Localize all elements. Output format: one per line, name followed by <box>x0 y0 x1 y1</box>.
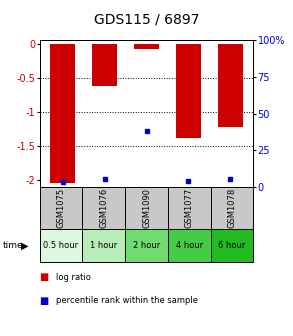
Text: GSM1090: GSM1090 <box>142 188 151 228</box>
Text: log ratio: log ratio <box>56 273 91 282</box>
Bar <box>218 44 243 127</box>
Bar <box>211 228 253 262</box>
Text: GSM1077: GSM1077 <box>185 187 194 228</box>
Text: 6 hour: 6 hour <box>218 241 246 250</box>
Bar <box>40 187 82 228</box>
Text: ▶: ▶ <box>21 240 29 250</box>
Bar <box>168 187 211 228</box>
Text: 1 hour: 1 hour <box>90 241 117 250</box>
Text: GDS115 / 6897: GDS115 / 6897 <box>94 13 199 27</box>
Text: 0.5 hour: 0.5 hour <box>43 241 79 250</box>
Bar <box>50 44 75 183</box>
Text: GSM1076: GSM1076 <box>99 187 108 228</box>
Bar <box>168 228 211 262</box>
Bar <box>40 228 82 262</box>
Text: 2 hour: 2 hour <box>133 241 160 250</box>
Bar <box>125 187 168 228</box>
Bar <box>211 187 253 228</box>
Text: ■: ■ <box>40 296 49 306</box>
Bar <box>92 44 117 86</box>
Text: time: time <box>3 241 23 250</box>
Text: percentile rank within the sample: percentile rank within the sample <box>56 296 198 305</box>
Bar <box>176 44 201 138</box>
Text: GSM1078: GSM1078 <box>228 187 236 228</box>
Bar <box>125 228 168 262</box>
Bar <box>82 228 125 262</box>
Bar <box>82 187 125 228</box>
Text: GSM1075: GSM1075 <box>57 187 65 228</box>
Text: 4 hour: 4 hour <box>176 241 203 250</box>
Text: ■: ■ <box>40 272 49 282</box>
Bar <box>134 44 159 49</box>
